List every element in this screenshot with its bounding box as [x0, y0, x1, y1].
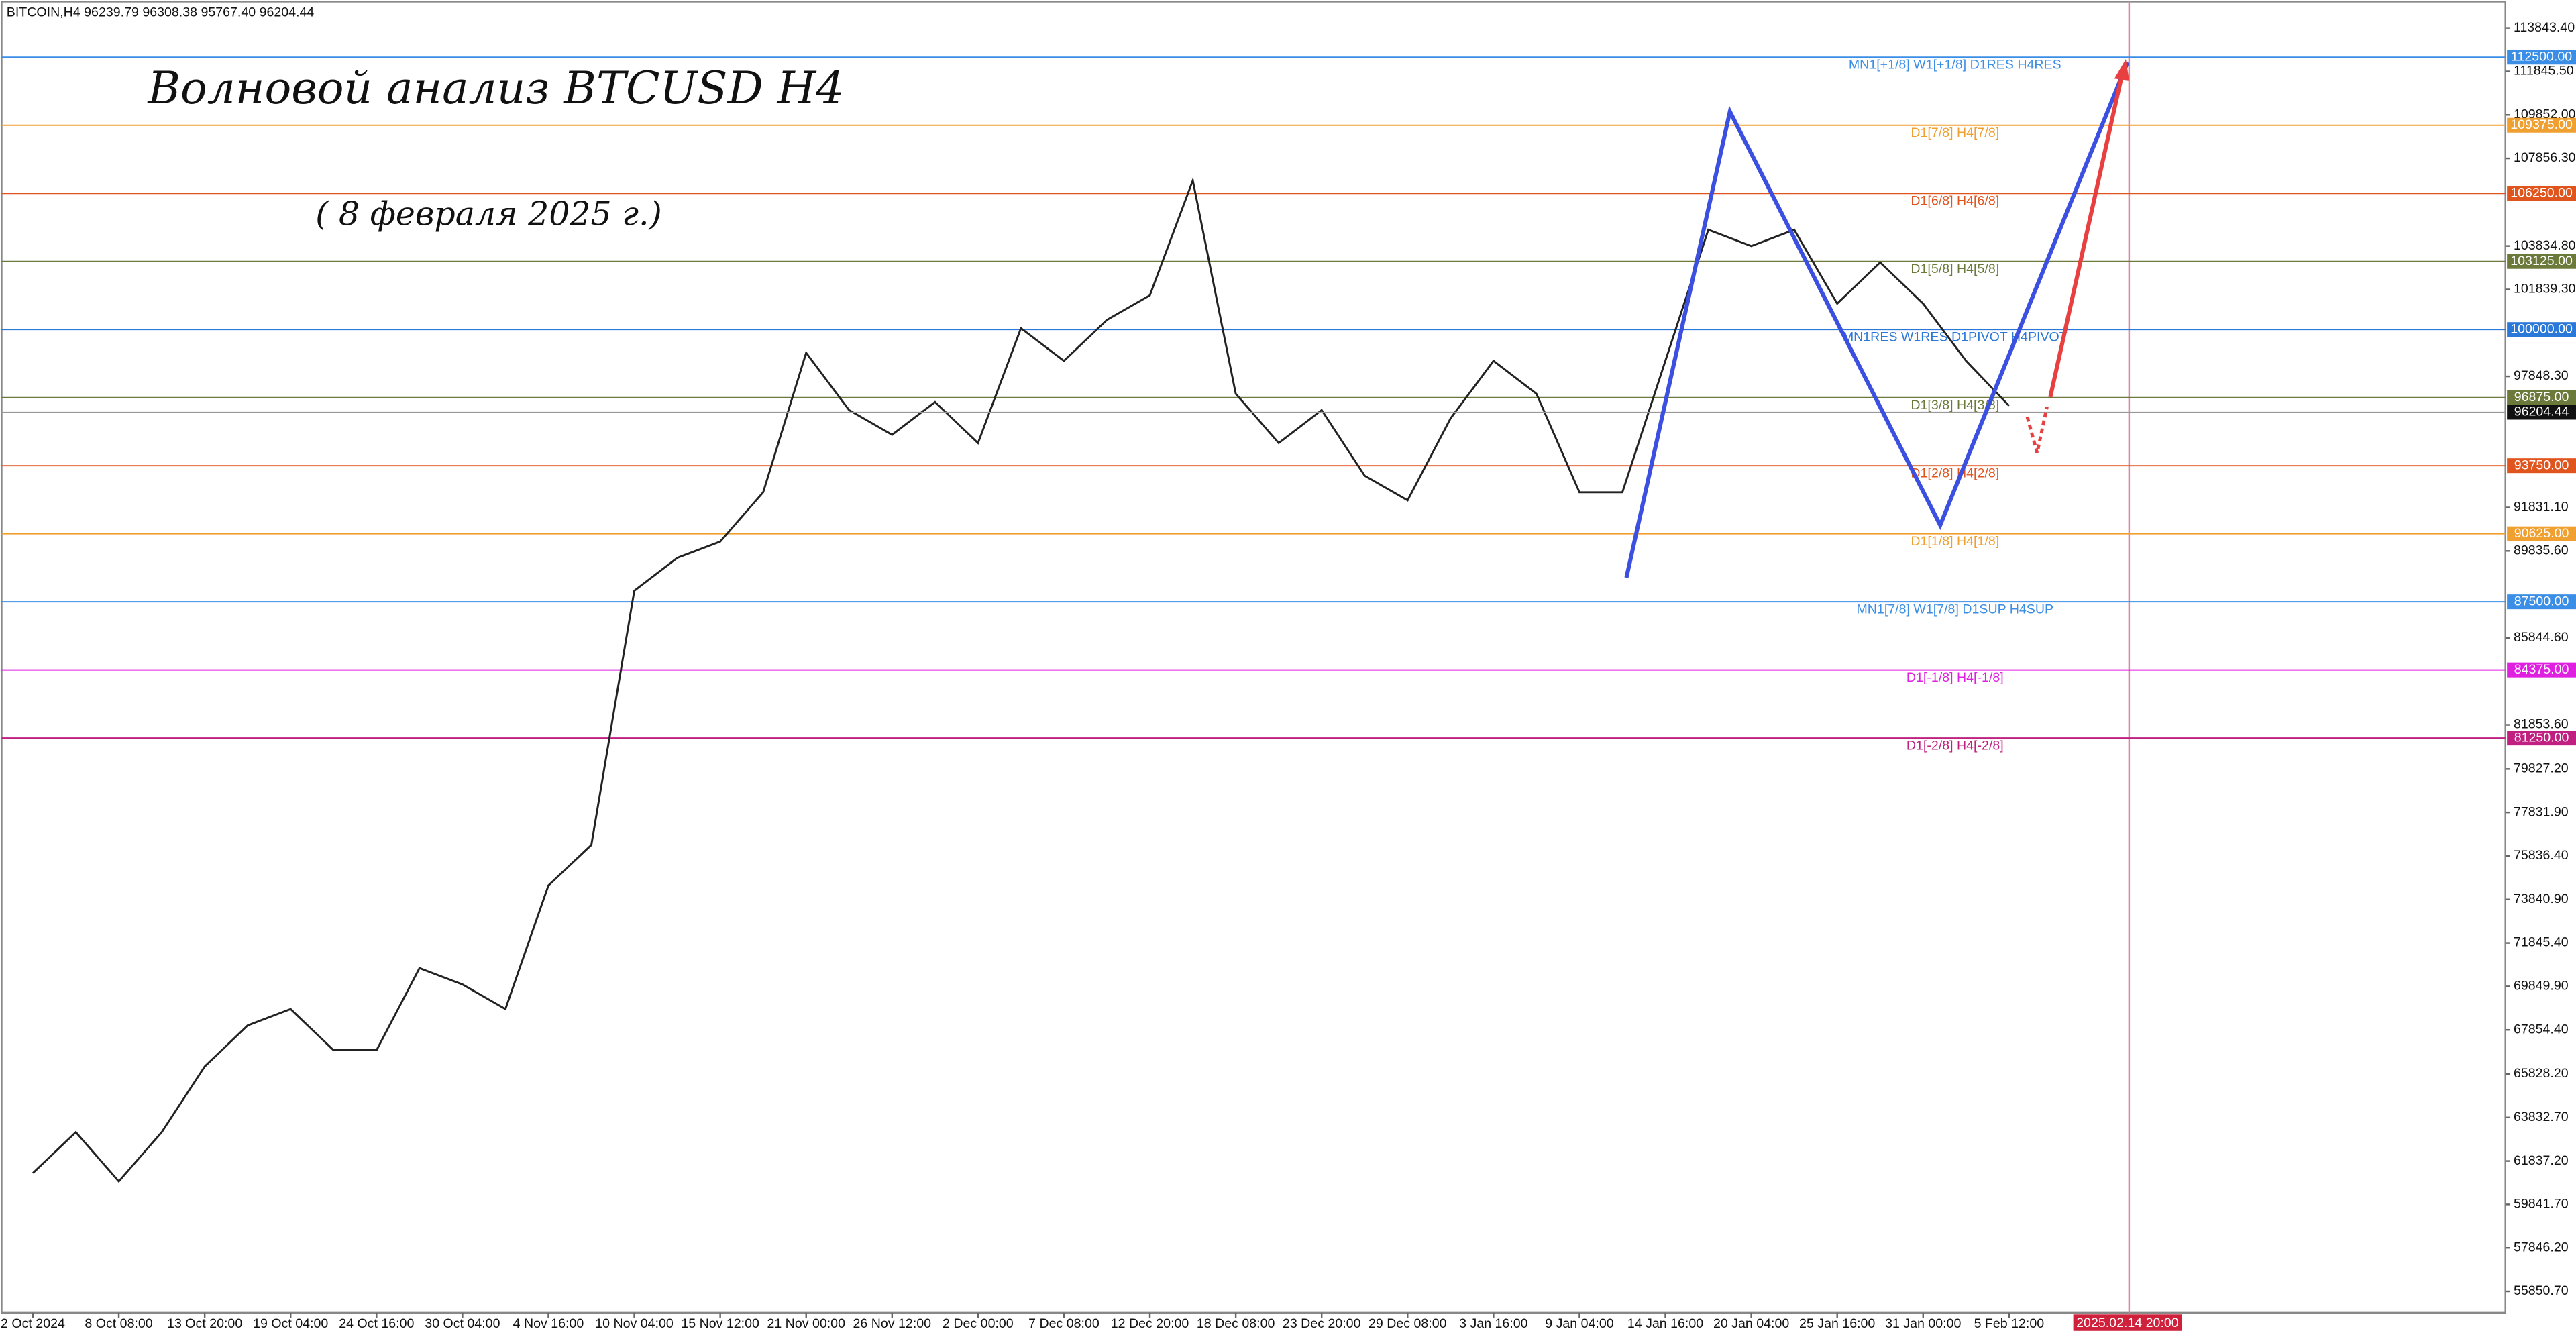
y-tick-label: 103834.80 — [2514, 238, 2576, 253]
level-name: D1[1/8] H4[1/8] — [1911, 534, 1999, 549]
y-tick-label: 111845.50 — [2514, 64, 2574, 78]
level-price-label: 112500.00 — [2511, 49, 2572, 64]
level-price-box — [2507, 117, 2576, 133]
level-name: D1[7/8] H4[7/8] — [1911, 125, 1999, 140]
level-name: MN1[+1/8] W1[+1/8] D1RES H4RES — [1849, 58, 2061, 72]
y-tick-label: 101839.30 — [2514, 282, 2576, 297]
y-tick-label: 85844.60 — [2514, 630, 2569, 645]
level-name: MN1[7/8] W1[7/8] D1SUP H4SUP — [1856, 602, 2053, 617]
x-tick-label: 20 Jan 04:00 — [1713, 1316, 1789, 1331]
level-price-box — [2507, 322, 2576, 337]
y-tick-label: 59841.70 — [2514, 1197, 2569, 1212]
forecast-arrow — [2048, 71, 2125, 398]
forecast-dashed — [2025, 407, 2049, 453]
y-tick-label: 81853.60 — [2514, 717, 2569, 732]
level-price-box — [2507, 731, 2576, 746]
chart-header: BITCOIN,H4 96239.79 96308.38 95767.40 96… — [7, 5, 315, 20]
y-tick-label: 57846.20 — [2514, 1240, 2569, 1254]
level-name: D1[2/8] H4[2/8] — [1911, 466, 1999, 481]
x-tick-label: 10 Nov 04:00 — [595, 1316, 674, 1331]
y-tick-label: 75836.40 — [2514, 848, 2569, 863]
level-price-box — [2507, 526, 2576, 541]
x-tick-label: 7 Dec 08:00 — [1028, 1316, 1099, 1331]
x-tick-label: 14 Jan 16:00 — [1627, 1316, 1703, 1331]
plot: 113843.40111845.50109852.00107856.301038… — [1, 20, 2576, 1331]
y-tick-label: 107856.30 — [2514, 150, 2576, 165]
x-tick-label: 18 Dec 08:00 — [1197, 1316, 1275, 1331]
arrow-head — [2114, 59, 2129, 81]
x-tick-label: 4 Nov 16:00 — [513, 1316, 584, 1331]
level-price-label: 103125.00 — [2510, 254, 2573, 268]
x-tick-label: 2 Dec 00:00 — [943, 1316, 1014, 1331]
level-price-label: 100000.00 — [2510, 321, 2573, 336]
level-name: D1[3/8] H4[3/8] — [1911, 398, 1999, 413]
x-tick-label: 2 Oct 2024 — [1, 1316, 65, 1331]
level-price-label: 90625.00 — [2514, 526, 2569, 541]
y-tick-label: 55850.70 — [2514, 1283, 2569, 1298]
chart-subtitle: ( 8 февраля 2025 г.) — [315, 195, 661, 233]
level-price-box — [2507, 390, 2576, 405]
x-tick-label: 31 Jan 00:00 — [1885, 1316, 1961, 1331]
x-tick-label: 9 Jan 04:00 — [1545, 1316, 1613, 1331]
x-tick-label: 23 Dec 20:00 — [1283, 1316, 1361, 1331]
level-price-label: 81250.00 — [2514, 730, 2569, 745]
x-tick-label: 12 Dec 20:00 — [1111, 1316, 1189, 1331]
y-tick-label: 61837.20 — [2514, 1153, 2569, 1168]
y-tick-label: 89835.60 — [2514, 543, 2569, 557]
y-tick-label: 113843.40 — [2514, 20, 2575, 35]
y-tick-label: 97848.30 — [2514, 368, 2569, 383]
plot-frame — [1, 1, 2506, 1314]
x-tick-label: 13 Oct 20:00 — [167, 1316, 242, 1331]
x-tick-label: 30 Oct 04:00 — [425, 1316, 500, 1331]
level-price-label: 87500.00 — [2514, 594, 2569, 608]
level-price-box — [2507, 458, 2576, 474]
y-tick-label: 71845.40 — [2514, 935, 2569, 950]
level-name: D1[-1/8] H4[-1/8] — [1907, 670, 2004, 685]
current-price-label: 96204.44 — [2514, 405, 2569, 419]
future-date-label: 2025.02.14 20:00 — [2076, 1316, 2179, 1330]
level-price-label: 96875.00 — [2514, 390, 2569, 405]
level-price-box — [2507, 186, 2576, 201]
level-name: MN1RES W1RES D1PIVOT H4PIVOT — [1843, 330, 2068, 345]
x-tick-label: 15 Nov 12:00 — [681, 1316, 759, 1331]
x-tick-label: 8 Oct 08:00 — [85, 1316, 152, 1331]
wave-annotations — [1624, 59, 2130, 578]
x-tick-label: 21 Nov 00:00 — [767, 1316, 845, 1331]
chart-title: Волновой анализ BTCUSD H4 — [147, 62, 844, 114]
level-name: D1[6/8] H4[6/8] — [1911, 194, 1999, 209]
x-tick-label: 26 Nov 12:00 — [853, 1316, 932, 1331]
y-tick-label: 79827.20 — [2514, 761, 2569, 776]
level-price-box — [2507, 50, 2576, 65]
x-tick-label: 5 Feb 12:00 — [1974, 1316, 2045, 1331]
y-tick-label: 65828.20 — [2514, 1066, 2569, 1081]
y-tick-label: 77831.90 — [2514, 804, 2569, 819]
level-price-label: 106250.00 — [2510, 185, 2573, 200]
x-tick-label: 24 Oct 16:00 — [339, 1316, 414, 1331]
level-price-label: 84375.00 — [2514, 662, 2569, 677]
current-price-box — [2507, 405, 2576, 420]
x-tick-label: 25 Jan 16:00 — [1799, 1316, 1875, 1331]
level-price-label: 93750.00 — [2514, 458, 2569, 472]
future-date-box — [2073, 1314, 2182, 1331]
y-tick-label: 67854.40 — [2514, 1022, 2569, 1036]
y-tick-label: 73840.90 — [2514, 892, 2569, 906]
level-price-box — [2507, 594, 2576, 610]
price-line — [32, 176, 2010, 1183]
level-price-box — [2507, 662, 2576, 678]
y-tick-label: 69849.90 — [2514, 979, 2569, 994]
x-tick-label: 3 Jan 16:00 — [1459, 1316, 1527, 1331]
y-tick-label: 91831.10 — [2514, 500, 2569, 515]
level-name: D1[-2/8] H4[-2/8] — [1907, 739, 2004, 753]
wave-line — [1624, 61, 2130, 578]
level-price-box — [2507, 254, 2576, 269]
x-tick-label: 19 Oct 04:00 — [253, 1316, 328, 1331]
x-tick-label: 29 Dec 08:00 — [1368, 1316, 1447, 1331]
y-tick-label: 63832.70 — [2514, 1110, 2569, 1124]
level-price-label: 109375.00 — [2510, 117, 2573, 132]
level-name: D1[5/8] H4[5/8] — [1911, 262, 1999, 276]
